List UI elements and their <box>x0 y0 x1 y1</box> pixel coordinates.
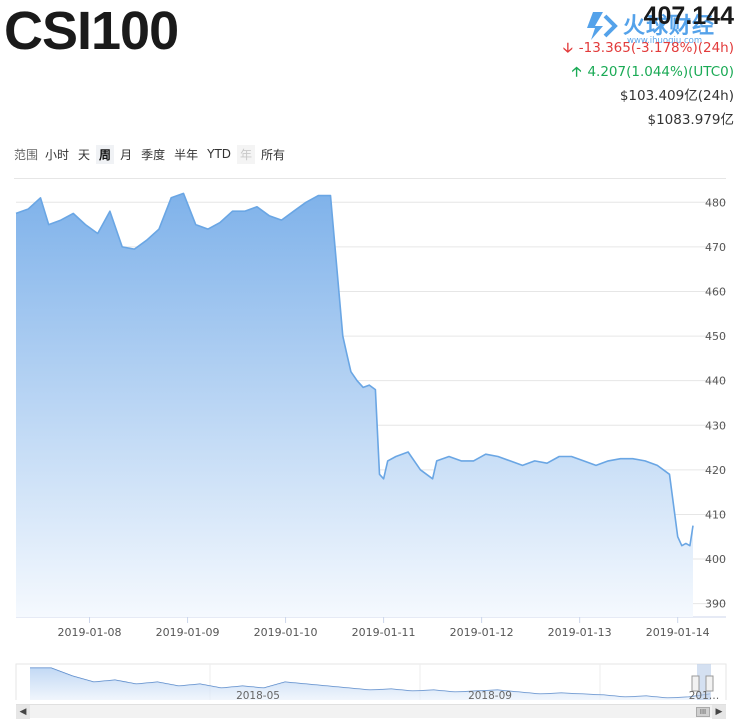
y-tick-label: 400 <box>705 553 726 566</box>
range-button-ytd[interactable]: YTD <box>204 146 235 162</box>
x-tick-label: 2019-01-11 <box>352 626 416 639</box>
change-utc0-value: 4.207(1.044%)(UTC0) <box>587 64 734 80</box>
change-24h-value: -13.365(-3.178%)(24h) <box>578 40 734 56</box>
navigator-fill <box>30 668 710 700</box>
header-divider <box>14 178 726 179</box>
range-button-week[interactable]: 周 <box>96 144 115 164</box>
navigator-scrollbar[interactable]: ◀ III ▶ <box>16 704 726 719</box>
navigator-handle[interactable] <box>691 675 700 692</box>
huoqiu-logo-icon <box>587 12 618 40</box>
x-tick-label: 2019-01-10 <box>254 626 318 639</box>
y-axis: 390 400 410 420 430 440 450 460 470 480 <box>705 196 726 610</box>
current-price: 407.144 <box>643 2 734 30</box>
x-tick-label: 2019-01-08 <box>58 626 122 639</box>
range-button-hour[interactable]: 小时 <box>42 144 73 164</box>
navigator-label: 201… <box>689 690 720 700</box>
navigator-handle[interactable] <box>705 675 714 692</box>
y-tick-label: 470 <box>705 241 726 254</box>
symbol-title: CSI100 <box>4 1 179 61</box>
range-button-year: 年 <box>237 144 256 164</box>
y-tick-label: 420 <box>705 464 726 477</box>
navigator-label: 2018-05 <box>236 690 280 700</box>
scroll-thumb[interactable]: III <box>696 707 710 717</box>
arrow-up-icon: 🡡 <box>571 64 582 80</box>
price-area-fill <box>16 193 693 617</box>
scroll-left-icon[interactable]: ◀ <box>16 705 30 719</box>
navigator-label: 2018-09 <box>468 690 512 700</box>
range-button-all[interactable]: 所有 <box>258 144 289 164</box>
arrow-down-icon: 🡣 <box>563 40 573 56</box>
y-tick-label: 450 <box>705 330 726 343</box>
range-selector: 范围 小时 天 周 月 季度 半年 YTD 年 所有 <box>14 144 291 164</box>
range-button-quarter[interactable]: 季度 <box>138 144 169 164</box>
watermark-logo: 火球财经 www.ihuoqiu.com <box>583 8 733 48</box>
watermark-text: 火球财经 <box>623 14 716 39</box>
range-button-half-year[interactable]: 半年 <box>171 144 202 164</box>
y-tick-label: 460 <box>705 285 726 298</box>
x-tick-label: 2019-01-09 <box>156 626 220 639</box>
change-24h: 🡣 -13.365(-3.178%)(24h) <box>504 36 734 60</box>
price-area-chart[interactable]: 390 400 410 420 430 440 450 460 470 480 2019-01-0… <box>0 0 738 700</box>
market-cap: $1083.979亿 <box>647 112 734 128</box>
y-tick-label: 390 <box>705 598 726 611</box>
y-tick-label: 480 <box>705 196 726 209</box>
range-label: 范围 <box>14 147 39 162</box>
y-tick-label: 410 <box>705 508 726 521</box>
scroll-right-icon[interactable]: ▶ <box>712 705 726 719</box>
x-tick-label: 2019-01-13 <box>548 626 612 639</box>
range-button-day[interactable]: 天 <box>75 144 94 164</box>
range-button-month[interactable]: 月 <box>117 144 136 164</box>
price-line <box>15 192 694 547</box>
volume-24h: $103.409亿(24h) <box>619 88 734 104</box>
x-axis: 2019-01-08 2019-01-09 2019-01-10 2019-01-11… <box>58 617 710 639</box>
y-tick-label: 440 <box>705 375 726 388</box>
watermark-url: www.ihuoqiu.com <box>627 36 703 46</box>
x-tick-label: 2019-01-14 <box>646 626 710 639</box>
navigator[interactable]: 2018-05 2018-09 201… <box>15 663 727 700</box>
y-tick-label: 430 <box>705 419 726 432</box>
price-series <box>15 192 694 617</box>
change-utc0: 🡡 4.207(1.044%)(UTC0) <box>504 60 734 84</box>
x-tick-label: 2019-01-12 <box>450 626 514 639</box>
price-summary: 407.144 🡣 -13.365(-3.178%)(24h) 🡡 4.207(1.… <box>504 2 734 132</box>
